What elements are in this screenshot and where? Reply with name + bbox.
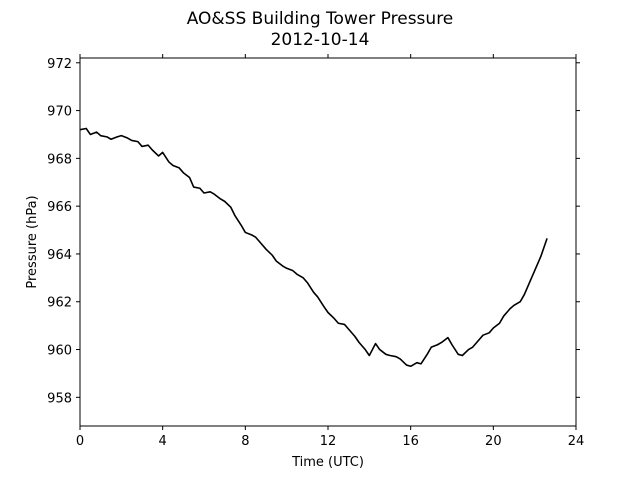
chart-title: AO&SS Building Tower Pressure — [187, 9, 454, 29]
y-tick-label: 966 — [47, 200, 72, 215]
y-tick-label: 970 — [47, 105, 72, 120]
x-tick-label: 8 — [241, 434, 249, 449]
plot-frame — [79, 57, 577, 427]
x-tick-label: 20 — [485, 434, 502, 449]
y-tick-label: 964 — [47, 248, 72, 263]
x-axis-label: Time (UTC) — [291, 455, 364, 470]
x-axis-ticks: 0 4 8 12 16 20 24 — [76, 54, 584, 449]
x-tick-label: 0 — [76, 434, 84, 449]
x-tick-label: 4 — [159, 434, 167, 449]
x-tick-label: 24 — [568, 434, 585, 449]
y-axis-label: Pressure (hPa) — [25, 195, 40, 288]
y-tick-label: 960 — [47, 344, 72, 359]
y-tick-label: 962 — [47, 296, 72, 311]
y-tick-label: 968 — [47, 152, 72, 167]
x-tick-label: 16 — [402, 434, 419, 449]
y-tick-label: 958 — [47, 391, 72, 406]
y-tick-label: 972 — [47, 57, 72, 72]
x-tick-label: 12 — [320, 434, 337, 449]
y-axis-ticks: 958 960 962 964 966 968 970 972 — [47, 57, 580, 406]
chart-subtitle: 2012-10-14 — [271, 30, 370, 50]
series-line-pressure — [79, 127, 548, 368]
